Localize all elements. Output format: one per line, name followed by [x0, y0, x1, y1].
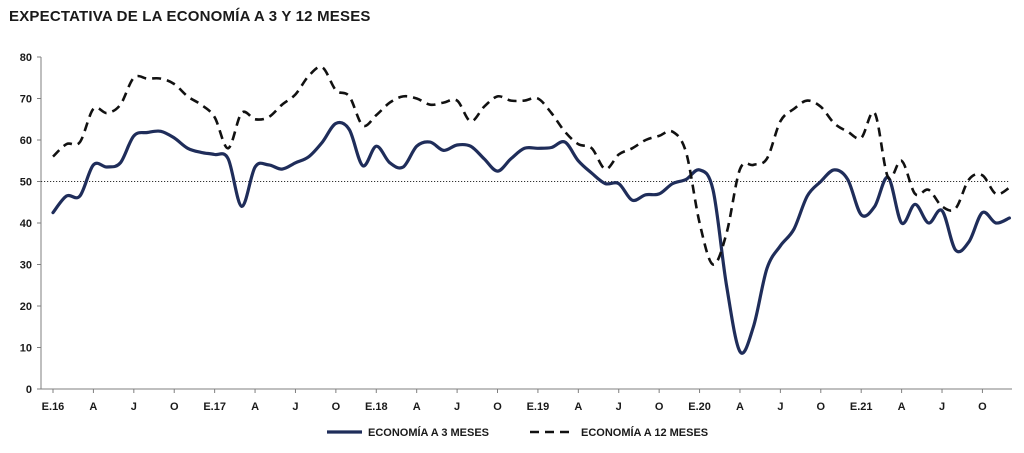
axes: 0 10 20 30 40 50 60 70 80 E.16 A J O E.17 A J O E.18 A J O E.… [20, 52, 1012, 413]
x-tick-label: A [574, 401, 582, 413]
y-tick-label: 20 [20, 301, 32, 313]
x-tick-label: A [413, 401, 421, 413]
x-tick-label: A [898, 401, 906, 413]
legend: ECONOMÍA A 3 MESES ECONOMÍA A 12 MESES [327, 426, 708, 439]
y-tick-label: 70 [20, 94, 32, 106]
legend-label: ECONOMÍA A 12 MESES [581, 426, 708, 439]
x-tick-label: E.19 [527, 401, 550, 413]
x-tick-label: E.17 [203, 401, 226, 413]
x-tick-label: O [978, 401, 987, 413]
x-tick-label: J [131, 401, 137, 413]
x-tick-label: J [777, 401, 783, 413]
y-tick-label: 30 [20, 260, 32, 272]
y-tick-label: 40 [20, 218, 32, 230]
x-tick-label: O [655, 401, 664, 413]
x-tick-label: J [454, 401, 460, 413]
y-tick-label: 0 [26, 384, 32, 396]
x-tick-label: A [736, 401, 744, 413]
series-line-3-meses [51, 120, 1011, 355]
x-tick-label: O [332, 401, 341, 413]
chart-title: EXPECTATIVA DE LA ECONOMÍA A 3 Y 12 MESE… [9, 8, 371, 25]
y-tick-label: 80 [20, 52, 32, 64]
x-tick-label: J [292, 401, 298, 413]
y-tick-label: 60 [20, 135, 32, 147]
y-tick-label: 50 [20, 177, 32, 189]
y-tick-label: 10 [20, 343, 32, 355]
x-tick-label: J [939, 401, 945, 413]
series-group [51, 65, 1011, 355]
x-tick-label: E.18 [365, 401, 388, 413]
series-line-12-meses [52, 65, 1011, 266]
x-tick-label: E.16 [42, 401, 65, 413]
x-tick-label: O [817, 401, 826, 413]
x-tick-label: A [89, 401, 97, 413]
x-tick-label: E.21 [850, 401, 873, 413]
x-tick-label: A [251, 401, 259, 413]
x-tick-label: O [493, 401, 502, 413]
legend-label: ECONOMÍA A 3 MESES [368, 426, 489, 439]
x-tick-label: J [616, 401, 622, 413]
x-tick-label: O [170, 401, 179, 413]
x-tick-label: E.20 [688, 401, 711, 413]
